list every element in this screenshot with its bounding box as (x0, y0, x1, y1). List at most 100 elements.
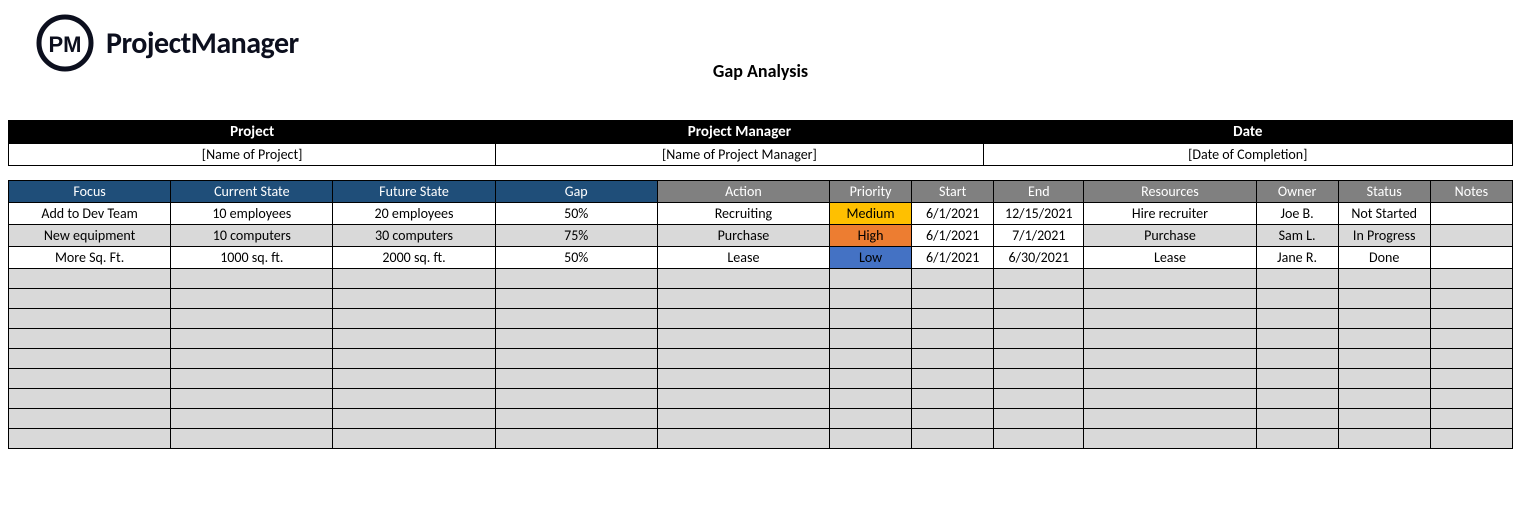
cell-empty[interactable] (830, 409, 912, 429)
cell-empty[interactable] (912, 329, 994, 349)
cell-empty[interactable] (912, 309, 994, 329)
cell-empty[interactable] (333, 389, 495, 409)
cell-priority[interactable]: Medium (830, 203, 912, 225)
cell-empty[interactable] (1430, 329, 1512, 349)
cell-empty[interactable] (333, 309, 495, 329)
cell-resources[interactable]: Lease (1084, 247, 1256, 269)
cell-notes[interactable] (1430, 203, 1512, 225)
cell-resources[interactable]: Hire recruiter (1084, 203, 1256, 225)
cell-empty[interactable] (994, 389, 1084, 409)
cell-empty[interactable] (1338, 389, 1430, 409)
cell-empty[interactable] (657, 329, 829, 349)
cell-empty[interactable] (333, 329, 495, 349)
cell-empty[interactable] (9, 369, 171, 389)
cell-empty[interactable] (1430, 429, 1512, 449)
cell-empty[interactable] (333, 349, 495, 369)
cell-empty[interactable] (1256, 429, 1338, 449)
cell-empty[interactable] (171, 349, 333, 369)
cell-empty[interactable] (830, 349, 912, 369)
cell-end[interactable]: 12/15/2021 (994, 203, 1084, 225)
cell-empty[interactable] (912, 269, 994, 289)
cell-priority[interactable]: High (830, 225, 912, 247)
cell-empty[interactable] (171, 289, 333, 309)
cell-empty[interactable] (171, 409, 333, 429)
cell-owner[interactable]: Joe B. (1256, 203, 1338, 225)
cell-empty[interactable] (1430, 349, 1512, 369)
cell-focus[interactable]: More Sq. Ft. (9, 247, 171, 269)
cell-empty[interactable] (1084, 389, 1256, 409)
cell-status[interactable]: Done (1338, 247, 1430, 269)
cell-empty[interactable] (912, 389, 994, 409)
cell-empty[interactable] (657, 289, 829, 309)
cell-empty[interactable] (495, 269, 657, 289)
cell-empty[interactable] (1338, 329, 1430, 349)
cell-start[interactable]: 6/1/2021 (912, 203, 994, 225)
cell-empty[interactable] (171, 309, 333, 329)
cell-notes[interactable] (1430, 247, 1512, 269)
cell-current[interactable]: 1000 sq. ft. (171, 247, 333, 269)
cell-empty[interactable] (495, 349, 657, 369)
cell-empty[interactable] (830, 389, 912, 409)
cell-empty[interactable] (1338, 289, 1430, 309)
cell-empty[interactable] (994, 329, 1084, 349)
cell-empty[interactable] (495, 329, 657, 349)
cell-empty[interactable] (657, 409, 829, 429)
cell-empty[interactable] (657, 269, 829, 289)
cell-end[interactable]: 6/30/2021 (994, 247, 1084, 269)
cell-empty[interactable] (1430, 369, 1512, 389)
cell-empty[interactable] (495, 369, 657, 389)
cell-empty[interactable] (333, 289, 495, 309)
cell-empty[interactable] (333, 429, 495, 449)
cell-empty[interactable] (994, 369, 1084, 389)
cell-empty[interactable] (1430, 389, 1512, 409)
cell-future[interactable]: 20 employees (333, 203, 495, 225)
cell-empty[interactable] (1084, 349, 1256, 369)
cell-empty[interactable] (994, 349, 1084, 369)
meta-value-pm[interactable]: [Name of Project Manager] (496, 144, 983, 166)
cell-empty[interactable] (830, 309, 912, 329)
cell-empty[interactable] (1256, 389, 1338, 409)
cell-empty[interactable] (333, 369, 495, 389)
cell-empty[interactable] (9, 329, 171, 349)
cell-priority[interactable]: Low (830, 247, 912, 269)
cell-empty[interactable] (1430, 289, 1512, 309)
cell-empty[interactable] (1430, 409, 1512, 429)
cell-empty[interactable] (912, 289, 994, 309)
cell-gap[interactable]: 50% (495, 203, 657, 225)
cell-empty[interactable] (9, 389, 171, 409)
cell-empty[interactable] (1430, 309, 1512, 329)
cell-current[interactable]: 10 employees (171, 203, 333, 225)
cell-owner[interactable]: Sam L. (1256, 225, 1338, 247)
cell-empty[interactable] (495, 429, 657, 449)
cell-empty[interactable] (994, 409, 1084, 429)
cell-empty[interactable] (1256, 409, 1338, 429)
cell-empty[interactable] (1084, 269, 1256, 289)
cell-current[interactable]: 10 computers (171, 225, 333, 247)
cell-resources[interactable]: Purchase (1084, 225, 1256, 247)
cell-status[interactable]: In Progress (1338, 225, 1430, 247)
cell-empty[interactable] (1084, 369, 1256, 389)
cell-empty[interactable] (830, 289, 912, 309)
cell-empty[interactable] (912, 369, 994, 389)
cell-empty[interactable] (9, 309, 171, 329)
cell-gap[interactable]: 50% (495, 247, 657, 269)
cell-empty[interactable] (1256, 309, 1338, 329)
cell-empty[interactable] (495, 409, 657, 429)
cell-empty[interactable] (171, 329, 333, 349)
cell-empty[interactable] (1338, 369, 1430, 389)
cell-empty[interactable] (9, 349, 171, 369)
cell-future[interactable]: 30 computers (333, 225, 495, 247)
cell-empty[interactable] (657, 429, 829, 449)
cell-empty[interactable] (495, 389, 657, 409)
cell-action[interactable]: Purchase (657, 225, 829, 247)
cell-empty[interactable] (1338, 309, 1430, 329)
cell-empty[interactable] (830, 269, 912, 289)
cell-focus[interactable]: Add to Dev Team (9, 203, 171, 225)
cell-empty[interactable] (333, 269, 495, 289)
cell-gap[interactable]: 75% (495, 225, 657, 247)
cell-empty[interactable] (495, 289, 657, 309)
cell-action[interactable]: Recruiting (657, 203, 829, 225)
cell-empty[interactable] (9, 409, 171, 429)
cell-empty[interactable] (830, 429, 912, 449)
cell-empty[interactable] (171, 269, 333, 289)
